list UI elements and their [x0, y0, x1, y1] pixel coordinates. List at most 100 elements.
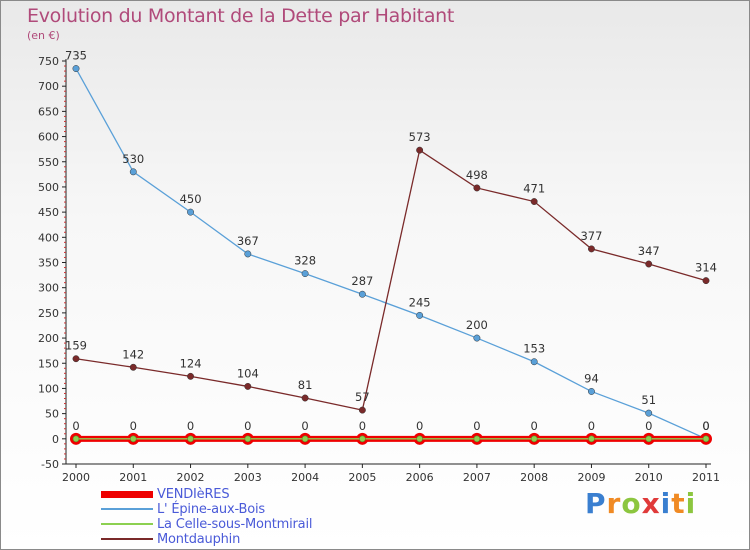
y-tick-label: 750	[38, 55, 59, 68]
data-label: 328	[294, 254, 316, 268]
data-label: 0	[588, 419, 595, 433]
legend-label: Montdauphin	[157, 532, 241, 547]
series-line	[75, 149, 707, 411]
logo-letter: i	[660, 487, 672, 520]
x-tick-label: 2011	[692, 471, 720, 484]
logo-letter: x	[641, 487, 661, 520]
data-label: 94	[584, 371, 599, 385]
data-label: 735	[65, 49, 87, 63]
data-label: 0	[359, 419, 366, 433]
data-label: 347	[638, 244, 660, 258]
y-tick-label: 500	[38, 181, 59, 194]
y-tick-label: 350	[38, 257, 59, 270]
data-point	[416, 435, 423, 443]
data-point	[588, 435, 595, 443]
y-tick-label: 250	[38, 307, 59, 320]
data-label: 51	[641, 393, 656, 407]
x-tick-label: 2004	[291, 471, 319, 484]
data-point	[72, 435, 80, 443]
data-label: 124	[180, 356, 202, 370]
y-tick-label: 300	[38, 282, 59, 295]
y-tick-label: 400	[38, 231, 59, 244]
legend-swatch	[101, 508, 153, 510]
data-point	[530, 198, 538, 205]
data-label: 450	[180, 192, 202, 206]
x-tick-label: 2009	[577, 471, 605, 484]
data-label: 245	[409, 295, 431, 309]
data-point	[129, 435, 137, 443]
data-point	[187, 372, 194, 380]
series-line	[75, 68, 707, 440]
data-point	[187, 208, 194, 216]
series-1: 735 530 450 367 328 287 245 200 153 94 51 0	[65, 49, 710, 443]
data-label: 0	[645, 419, 652, 433]
data-point	[301, 270, 309, 278]
logo-letter: r	[606, 487, 622, 520]
legend-swatch	[101, 523, 153, 525]
data-point	[129, 168, 137, 176]
logo-letter: i	[685, 487, 697, 520]
data-point	[473, 435, 481, 443]
data-label: 367	[237, 234, 259, 248]
data-point	[301, 435, 309, 443]
data-label: 0	[702, 419, 709, 433]
data-point	[416, 311, 424, 319]
x-tick-label: 2001	[119, 471, 147, 484]
legend-label: La Celle-sous-Montmirail	[157, 517, 313, 532]
y-unit-label: (en €)	[27, 29, 60, 42]
legend-label: VENDIèRES	[157, 487, 230, 502]
data-point	[473, 184, 481, 192]
x-tick-label: 2008	[520, 471, 548, 484]
data-label: 0	[531, 419, 538, 433]
data-label: 287	[351, 274, 373, 288]
chart-title: Evolution du Montant de la Dette par Hab…	[27, 5, 455, 27]
series-2: 0 0 0 0 0 0 0 0 0 0 0 0	[72, 419, 710, 443]
data-point	[244, 382, 252, 390]
logo-letter: P	[585, 487, 607, 520]
data-point	[530, 435, 538, 443]
x-tick-label: 2005	[348, 471, 376, 484]
data-label: 0	[244, 419, 251, 433]
legend-swatch	[101, 538, 153, 540]
data-label: 0	[130, 419, 137, 433]
data-point	[244, 435, 252, 443]
data-label: 0	[301, 419, 308, 433]
x-tick-label: 2007	[463, 471, 491, 484]
logo-letter: t	[671, 487, 686, 520]
series-3: 159 142 124 104 81 57 573 498 471 377 347 314	[65, 130, 717, 414]
data-label: 498	[466, 168, 488, 182]
y-tick-label: 550	[38, 156, 59, 169]
data-label: 200	[466, 318, 488, 332]
data-point	[358, 406, 366, 414]
data-point	[416, 146, 424, 154]
data-point	[702, 435, 710, 443]
x-tick-label: 2010	[635, 471, 663, 484]
data-point	[702, 277, 710, 285]
y-tick-label: 700	[38, 80, 59, 93]
data-label: 314	[695, 261, 717, 275]
data-point	[244, 250, 252, 258]
x-tick-label: 2006	[406, 471, 434, 484]
data-point	[301, 394, 309, 402]
y-tick-label: -50	[41, 458, 59, 471]
y-tick-label: 150	[38, 357, 59, 370]
data-label: 0	[72, 419, 79, 433]
y-tick-label: 200	[38, 332, 59, 345]
data-point	[645, 409, 653, 417]
data-point	[187, 435, 194, 443]
data-label: 142	[122, 347, 144, 361]
data-label: 530	[122, 152, 144, 166]
data-point	[72, 355, 80, 363]
data-label: 81	[298, 378, 313, 392]
logo-letter: o	[621, 487, 642, 520]
data-label: 153	[523, 342, 545, 356]
x-tick-label: 2002	[177, 471, 205, 484]
data-label: 104	[237, 366, 259, 380]
data-point	[359, 435, 366, 443]
x-tick-label: 2003	[234, 471, 262, 484]
data-label: 0	[416, 419, 423, 433]
legend-swatch	[101, 490, 153, 498]
x-tick-label: 2000	[62, 471, 90, 484]
